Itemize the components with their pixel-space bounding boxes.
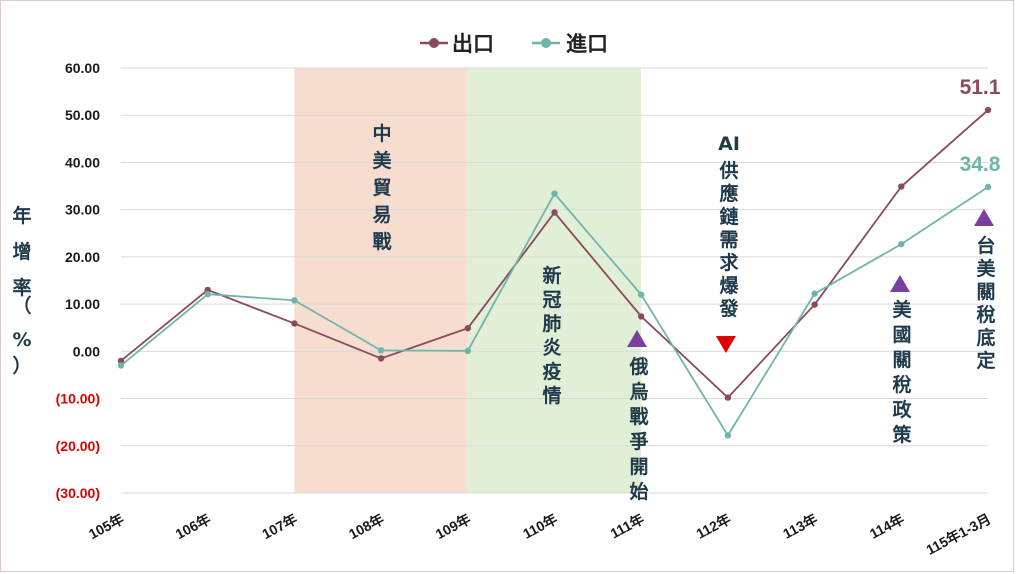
shaded-region-1 bbox=[294, 68, 468, 493]
annotation-label: 俄烏戰爭開始 bbox=[628, 355, 648, 503]
annotation-marker-up bbox=[974, 209, 994, 226]
y-axis-title-paren-open: （ bbox=[12, 294, 31, 317]
data-point bbox=[984, 183, 992, 191]
x-tick-label: 108年 bbox=[346, 511, 386, 543]
legend-marker-2 bbox=[541, 38, 551, 48]
legend-marker-1 bbox=[429, 38, 439, 48]
data-point bbox=[551, 209, 558, 216]
y-axis-title: 年增率 bbox=[12, 204, 31, 299]
annotation-marker-up bbox=[890, 275, 910, 292]
x-tick-label: 112年 bbox=[693, 511, 733, 542]
x-tick-label: 114年 bbox=[867, 511, 907, 542]
annotation-label: 台美關稅底定 bbox=[976, 234, 996, 372]
x-tick-label: 113年 bbox=[780, 511, 820, 542]
region-label-trade-war: 中美貿易戰 bbox=[372, 122, 392, 253]
y-tick-label: 50.00 bbox=[65, 107, 100, 123]
data-point bbox=[117, 357, 125, 364]
annotation-label: 美國關稅政策 bbox=[892, 298, 912, 446]
data-point bbox=[638, 291, 645, 298]
data-point bbox=[811, 301, 818, 308]
data-point bbox=[464, 347, 471, 355]
annotation-label: 供應鏈需求爆發 bbox=[718, 159, 739, 320]
annotation-label-prefix: AI bbox=[718, 133, 740, 155]
data-point bbox=[464, 324, 471, 332]
data-point bbox=[291, 320, 298, 327]
data-point bbox=[638, 313, 645, 320]
annotation-marker-up bbox=[627, 330, 647, 347]
legend-label: 進口 bbox=[566, 32, 608, 56]
data-point bbox=[898, 240, 905, 248]
x-tick-label: 106年 bbox=[173, 511, 213, 543]
y-tick-label: (30.00) bbox=[56, 485, 100, 501]
y-tick-label: 0.00 bbox=[73, 343, 100, 359]
data-point bbox=[724, 394, 732, 401]
region-label-covid: 新冠肺炎疫情 bbox=[542, 264, 561, 407]
legend-label: 出口 bbox=[452, 32, 494, 56]
y-tick-label: (10.00) bbox=[56, 391, 100, 407]
value-label: 51.1 bbox=[960, 76, 1001, 99]
x-tick-label: 109年 bbox=[433, 511, 473, 543]
data-point bbox=[551, 190, 558, 197]
y-tick-label: 30.00 bbox=[65, 202, 100, 218]
data-point bbox=[898, 183, 905, 190]
data-point bbox=[377, 347, 385, 354]
y-tick-label: 60.00 bbox=[65, 60, 100, 76]
x-tick-label: 115年1-3月 bbox=[923, 511, 993, 558]
y-tick-label: 10.00 bbox=[65, 296, 100, 312]
data-point bbox=[984, 106, 992, 114]
y-axis-title-paren-close: ） bbox=[12, 354, 31, 377]
data-point bbox=[811, 290, 818, 297]
y-tick-label: 20.00 bbox=[65, 249, 100, 265]
value-label: 34.8 bbox=[960, 153, 1001, 176]
x-tick-label: 111年 bbox=[607, 511, 646, 542]
data-point bbox=[377, 355, 385, 362]
data-point bbox=[117, 362, 125, 369]
x-tick-label: 107年 bbox=[259, 511, 299, 543]
x-tick-label: 110年 bbox=[520, 511, 560, 542]
data-point bbox=[724, 432, 732, 439]
x-tick-label: 105年 bbox=[86, 511, 126, 543]
annotation-marker-down bbox=[715, 336, 736, 353]
data-point bbox=[204, 290, 211, 298]
data-point bbox=[291, 297, 298, 304]
y-tick-label: 40.00 bbox=[65, 154, 100, 170]
y-tick-label: (20.00) bbox=[56, 438, 100, 454]
y-axis-title-unit: % bbox=[12, 329, 31, 351]
